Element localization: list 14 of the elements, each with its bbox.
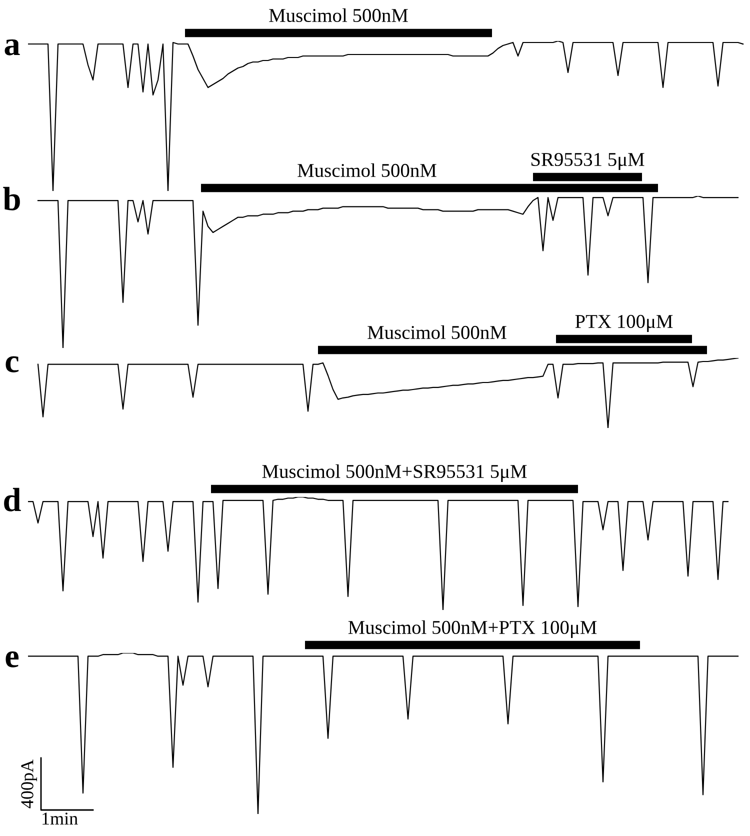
annotation: SR95531 5μM xyxy=(531,152,644,170)
text: Muscimol 500nM xyxy=(269,8,408,22)
chart-title: d xyxy=(4,488,21,512)
chart-title: c xyxy=(6,356,19,372)
text: Muscimol 500nM+SR95531 5μM xyxy=(262,464,527,482)
annotation: Muscimol 500nM xyxy=(298,163,436,178)
annotation: 400pA xyxy=(21,760,37,808)
chart-title: a xyxy=(4,39,20,56)
annotation: PTX 100μM xyxy=(575,314,673,332)
text: Muscimol 500nM+PTX 100μM xyxy=(348,620,597,638)
chart-title: b xyxy=(3,186,20,210)
annotation: Muscimol 500nM xyxy=(368,325,506,340)
annotation: 1min xyxy=(42,812,78,825)
chart-title: e xyxy=(6,651,19,668)
